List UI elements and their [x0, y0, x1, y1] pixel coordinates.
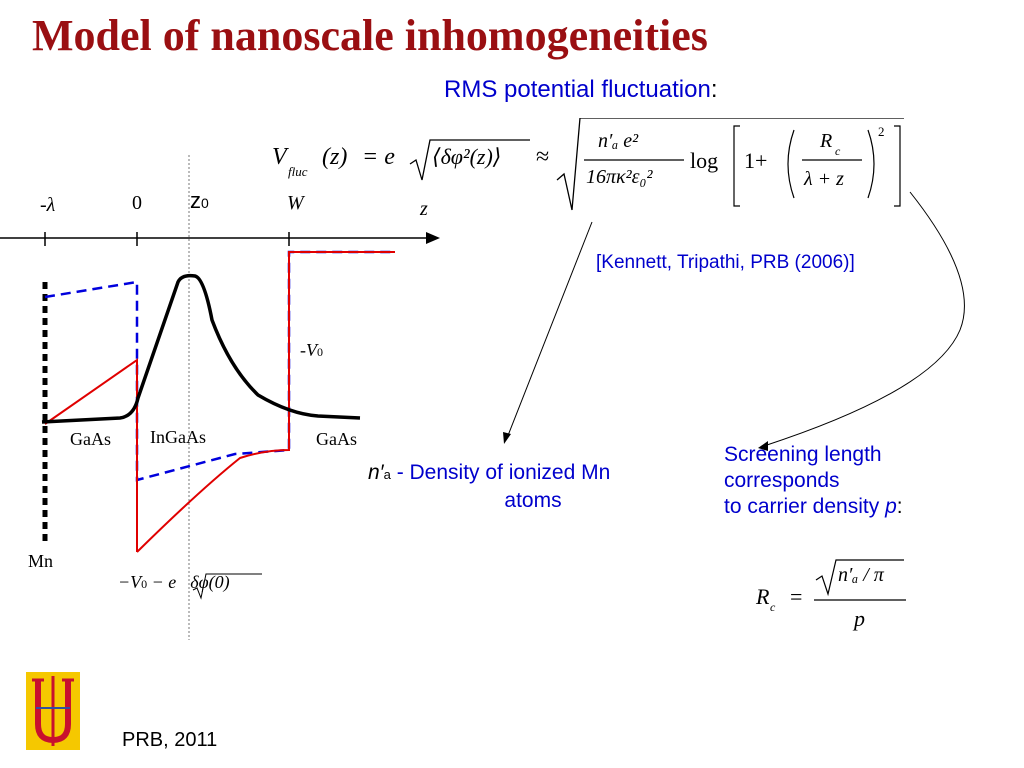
- eq-equals-e: = e: [362, 144, 395, 170]
- rms-heading-text: RMS potential fluctuation: [444, 76, 711, 103]
- rc-num: n′ₐ / π: [838, 564, 884, 586]
- label-minus-v0-main: -V: [300, 340, 317, 360]
- eq-log: log: [690, 148, 719, 173]
- fluctuation-equation: V fluc (z) = e ⟨δφ²(z)⟩ ≈ n′ₐ e² 16πκ²ε₀…: [272, 118, 912, 218]
- density-symbol: n′: [368, 461, 384, 484]
- label-minus-lambda-text: -λ: [40, 194, 56, 216]
- eq-frac-num: n′ₐ e²: [598, 130, 639, 152]
- eq-approx: ≈: [536, 144, 550, 170]
- rc-den: p: [854, 606, 865, 631]
- rc-lhs-sub: c: [770, 600, 776, 614]
- label-mn: Mn: [28, 551, 54, 571]
- density-note: n′a - Density of ionized Mn atoms: [368, 460, 708, 514]
- label-minus-lambda: -λ: [40, 194, 55, 217]
- label-w: W: [287, 192, 304, 214]
- z-axis-arrow: [426, 232, 440, 244]
- arrow-to-density: [506, 221, 593, 439]
- potential-red-right: [136, 251, 395, 553]
- label-minus-v0: -V0: [300, 340, 323, 361]
- label-z0: z0: [190, 188, 209, 214]
- bottom-expr-c: δφ(0): [190, 572, 230, 592]
- rc-formula: R c = n′ₐ / π p: [756, 556, 926, 636]
- density-line2: atoms: [504, 489, 562, 512]
- potential-red-left: [44, 358, 138, 552]
- eq-rc-den: λ + z: [804, 168, 844, 190]
- citation: [Kennett, Tripathi, PRB (2006)]: [596, 252, 855, 273]
- eq-frac-den: 16πκ²ε₀²: [586, 166, 653, 188]
- screening-note: Screening length corresponds to carrier …: [724, 442, 903, 520]
- bottom-expr-a: −V: [118, 572, 142, 592]
- university-logo: [26, 672, 80, 750]
- label-bottom-expression: −V0 − e δφ(0): [118, 572, 230, 593]
- rc-equals: =: [790, 584, 803, 609]
- label-z-axis: z: [420, 198, 428, 220]
- eq-radicals: [409, 118, 904, 211]
- bottom-expr-sub: 0: [141, 577, 148, 591]
- arrow-head-density: [503, 432, 511, 444]
- rc-radical: [814, 559, 906, 601]
- logo-mark-icon: [32, 676, 74, 746]
- eq-power: 2: [878, 124, 885, 139]
- screening-line3-var: p: [885, 495, 897, 518]
- screening-line1: Screening length: [724, 443, 882, 466]
- label-z0-main: z: [190, 188, 201, 213]
- slide-title: Model of nanoscale inhomogeneities: [32, 11, 708, 60]
- label-zero: 0: [132, 192, 142, 214]
- footer-text: PRB, 2011: [122, 729, 218, 751]
- screening-line3-suffix: :: [896, 495, 903, 518]
- eq-lhs-arg: (z): [322, 144, 348, 170]
- label-gaas-right: GaAs: [316, 429, 357, 449]
- arrow-to-screening: [763, 191, 965, 447]
- screening-line2: corresponds: [724, 469, 840, 492]
- eq-rc-num: R: [820, 130, 833, 152]
- eq-one-plus: 1+: [744, 148, 768, 173]
- eq-lhs-symbol: V: [272, 144, 287, 170]
- label-minus-v0-sub: 0: [317, 345, 323, 359]
- rc-lhs: R: [756, 584, 770, 609]
- label-gaas-left: GaAs: [70, 429, 111, 449]
- rms-heading: RMS potential fluctuation:: [444, 76, 717, 104]
- density-sub: a: [383, 467, 391, 482]
- density-text: - Density of ionized Mn: [390, 461, 611, 484]
- label-ingaas: InGaAs: [150, 427, 206, 447]
- eq-rms-inner: ⟨δφ²(z)⟩: [432, 144, 502, 169]
- label-z0-sub: 0: [201, 195, 209, 211]
- bottom-expr-b: − e: [147, 572, 177, 592]
- eq-rc-sub: c: [835, 144, 841, 158]
- eq-lhs-sub: fluc: [288, 164, 308, 179]
- screening-line3-prefix: to carrier density: [724, 495, 886, 518]
- rms-heading-colon: :: [710, 76, 718, 103]
